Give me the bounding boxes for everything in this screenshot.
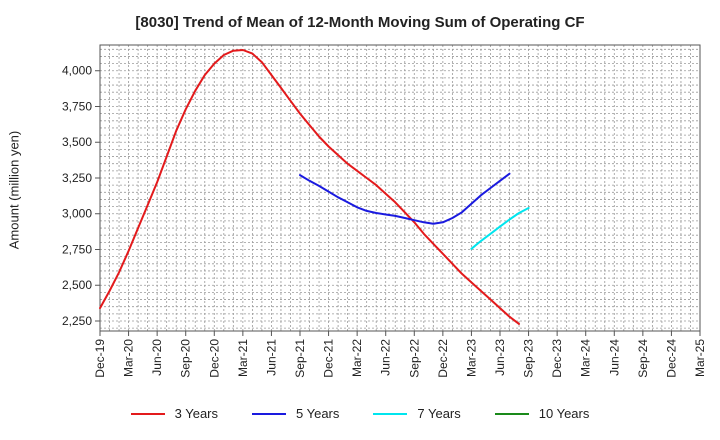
x-tick-label: Sep-24 [636, 339, 650, 378]
legend-swatch [252, 412, 286, 415]
x-tick-label: Jun-24 [607, 339, 621, 376]
x-tick-label: Jun-20 [150, 339, 164, 376]
y-tick-label: 3,500 [62, 135, 92, 149]
y-tick-label: 2,500 [62, 278, 92, 292]
x-tick-label: Jun-23 [493, 339, 507, 376]
x-tick-label: Dec-24 [664, 339, 678, 378]
x-tick-label: Sep-23 [522, 339, 536, 378]
y-tick-label: 2,750 [62, 242, 92, 256]
x-tick-label: Sep-22 [407, 339, 421, 378]
legend-item: 3 Years [130, 406, 218, 421]
x-tick-label: Dec-19 [93, 339, 107, 378]
legend-label: 3 Years [174, 406, 218, 421]
plot-area [100, 45, 700, 331]
x-tick-label: Mar-24 [579, 339, 593, 377]
x-tick-label: Mar-25 [693, 339, 707, 377]
x-tick-label: Mar-22 [350, 339, 364, 377]
y-tick-label: 3,250 [62, 171, 92, 185]
legend-item: 10 Years [494, 406, 590, 421]
series-line-5-years [299, 172, 511, 225]
y-tick-label: 2,250 [62, 314, 92, 328]
x-tick-label: Jun-21 [264, 339, 278, 376]
plot-frame [99, 44, 701, 332]
y-tick-label: 3,000 [62, 207, 92, 221]
x-tick-label: Mar-23 [464, 339, 478, 377]
legend-item: 7 Years [373, 406, 461, 421]
y-tick-label: 3,750 [62, 99, 92, 113]
x-tick-label: Sep-20 [179, 339, 193, 378]
x-tick-label: Mar-20 [122, 339, 136, 377]
series-line-3-years [99, 49, 520, 325]
x-tick-label: Dec-20 [207, 339, 221, 378]
legend-label: 7 Years [417, 406, 461, 421]
x-tick-label: Mar-21 [236, 339, 250, 377]
legend-item: 5 Years [252, 406, 339, 421]
legend-swatch [494, 412, 529, 415]
legend-label: 5 Years [296, 406, 340, 421]
y-tick-label: 4,000 [62, 64, 92, 78]
x-tick-label: Dec-22 [436, 339, 450, 378]
legend-label: 10 Years [538, 406, 590, 421]
x-tick-label: Dec-23 [550, 339, 564, 378]
y-gridlines [100, 48, 700, 329]
x-tick-label: Jun-22 [379, 339, 393, 376]
chart-title: [8030] Trend of Mean of 12-Month Moving … [135, 14, 585, 31]
legend-swatch [130, 412, 165, 415]
legend: 3 Years 5 Years 7 Years 10 Years [0, 406, 720, 421]
legend-swatch [373, 412, 408, 415]
x-tick-label: Sep-21 [293, 339, 307, 378]
x-tick-label: Dec-21 [322, 339, 336, 378]
series-line-7-years [470, 207, 530, 250]
